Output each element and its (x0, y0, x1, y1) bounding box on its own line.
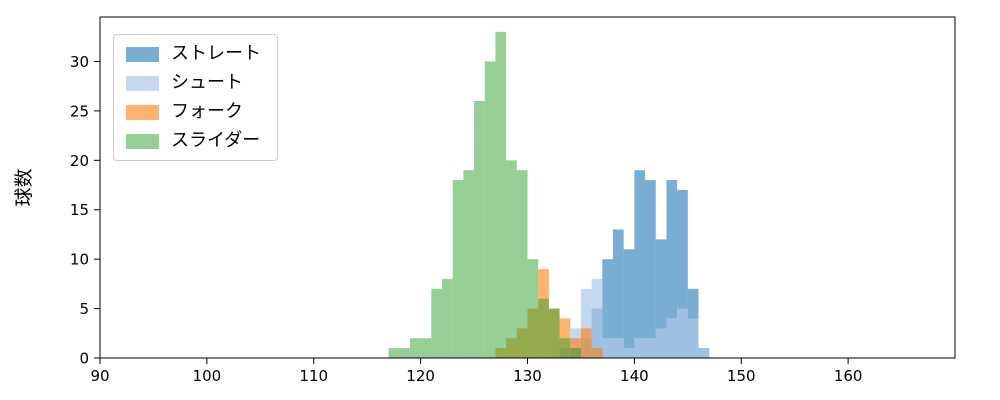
histogram-bar-slider (463, 170, 475, 358)
histogram-bar-straight (666, 180, 678, 358)
histogram-bar-straight (602, 259, 613, 358)
y-tick-label: 5 (79, 300, 89, 318)
legend-swatch-fork (126, 104, 159, 120)
histogram-bar-shuuto (687, 318, 699, 358)
legend-label-fork: フォーク (171, 101, 243, 122)
histogram-bar-slider (570, 348, 581, 358)
histogram-bar-slider (538, 298, 549, 358)
histogram-bar-slider (527, 259, 539, 358)
histogram-bar-shuuto (698, 348, 710, 358)
legend: ストレートシュートフォークスライダー (113, 34, 278, 161)
histogram-bar-shuuto (580, 288, 592, 358)
legend-swatch-shuuto (126, 75, 159, 91)
x-tick-label: 90 (90, 367, 109, 385)
histogram-bar-shuuto (613, 338, 624, 358)
legend-label-straight: ストレート (171, 43, 261, 64)
histogram-bar-straight (613, 229, 624, 358)
histogram-bar-slider (516, 170, 528, 358)
histogram-bar-slider (474, 101, 485, 358)
histogram-bar-slider (442, 278, 453, 358)
y-tick-label: 20 (70, 152, 89, 170)
histogram-bar-slider (506, 160, 517, 358)
histogram-bar-fork (591, 348, 603, 358)
histogram-bar-shuuto (591, 278, 603, 358)
histogram-bar-shuuto (634, 338, 646, 358)
y-tick-label: 15 (70, 201, 89, 219)
series-slider (388, 31, 581, 359)
histogram-bar-straight (634, 170, 646, 358)
histogram-bar-straight (677, 189, 688, 358)
histogram-bar-fork (580, 328, 592, 358)
histogram-bar-shuuto (623, 348, 635, 358)
histogram-bar-slider (495, 31, 507, 359)
x-tick-label: 100 (193, 367, 222, 385)
x-tick-label: 110 (299, 367, 328, 385)
y-tick-label: 10 (70, 251, 89, 269)
y-tick-label: 25 (70, 102, 89, 120)
histogram-bar-slider (388, 348, 400, 358)
histogram-bar-fork (559, 318, 571, 358)
histogram-bar-straight (655, 239, 667, 358)
y-tick-label: 0 (79, 350, 89, 368)
histogram-bar-slider (559, 338, 571, 358)
x-tick-label: 150 (727, 367, 756, 385)
legend-item-slider: スライダー (126, 132, 261, 150)
histogram-bar-shuuto (645, 338, 656, 358)
histogram-bar-shuuto (655, 328, 667, 358)
histogram-bar-slider (484, 61, 496, 358)
histogram-bar-straight (623, 249, 635, 358)
x-tick-label: 130 (513, 367, 542, 385)
histogram-bar-slider (420, 338, 432, 358)
legend-item-fork: フォーク (126, 103, 261, 121)
histogram-bar-slider (452, 180, 464, 358)
histogram-bar-shuuto (666, 318, 678, 358)
histogram-bar-shuuto (602, 338, 613, 358)
x-tick-label: 140 (620, 367, 649, 385)
histogram-bar-fork (570, 338, 581, 358)
y-axis-label: 球数 (13, 168, 35, 206)
histogram-bar-slider (409, 338, 421, 358)
histogram-bar-slider (548, 308, 560, 358)
histogram-bar-slider (431, 288, 442, 358)
histogram-bar-slider (399, 348, 410, 358)
legend-label-shuuto: シュート (171, 72, 243, 93)
x-tick-label: 160 (834, 367, 863, 385)
y-tick-label: 30 (70, 53, 89, 71)
legend-label-slider: スライダー (171, 130, 261, 151)
legend-swatch-straight (126, 46, 159, 62)
legend-item-straight: ストレート (126, 45, 261, 63)
histogram-bar-straight (645, 180, 656, 358)
histogram-bar-shuuto (677, 308, 688, 358)
legend-item-shuuto: シュート (126, 74, 261, 92)
legend-swatch-slider (126, 133, 159, 149)
x-tick-label: 120 (406, 367, 435, 385)
